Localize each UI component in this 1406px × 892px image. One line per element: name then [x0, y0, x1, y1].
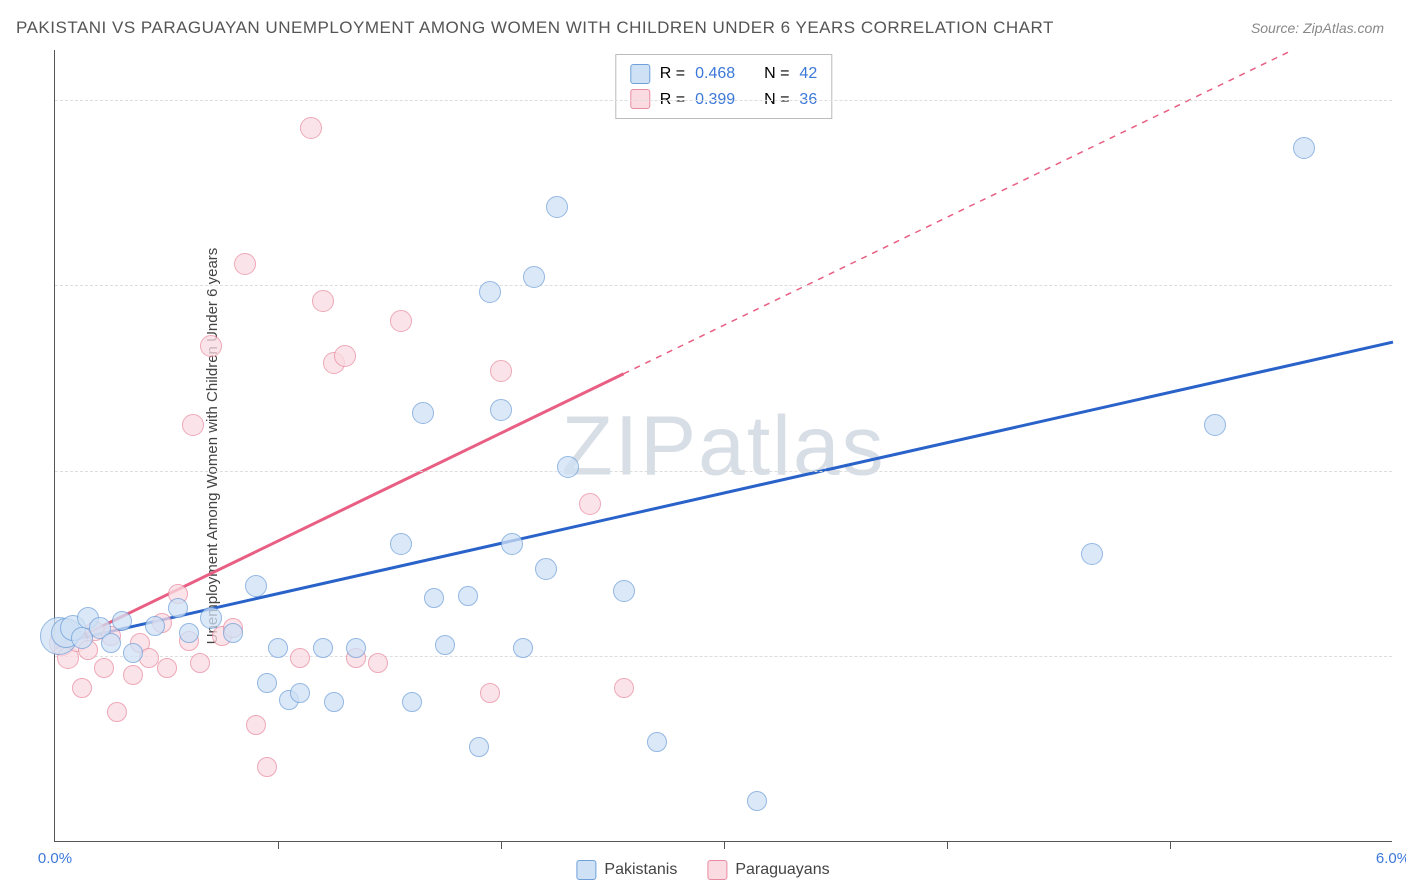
- trend-line: [55, 342, 1393, 644]
- data-point-pakistanis: [1293, 137, 1315, 159]
- n-label: N =: [764, 61, 789, 87]
- data-point-paraguayans: [123, 665, 143, 685]
- correlation-stats-box: R = 0.468 N = 42 R = 0.399 N = 36: [615, 54, 832, 119]
- data-point-paraguayans: [614, 678, 634, 698]
- legend-swatch-paraguayans: [707, 860, 727, 880]
- data-point-pakistanis: [523, 266, 545, 288]
- data-point-pakistanis: [546, 196, 568, 218]
- r-value-pakistanis: 0.468: [695, 61, 735, 87]
- data-point-pakistanis: [458, 586, 478, 606]
- data-point-pakistanis: [424, 588, 444, 608]
- data-point-paraguayans: [182, 414, 204, 436]
- data-point-pakistanis: [747, 791, 767, 811]
- data-point-pakistanis: [324, 692, 344, 712]
- swatch-pakistanis: [630, 64, 650, 84]
- data-point-pakistanis: [469, 737, 489, 757]
- data-point-paraguayans: [290, 648, 310, 668]
- data-point-pakistanis: [346, 638, 366, 658]
- gridline-horizontal: [55, 100, 1392, 101]
- legend: Pakistanis Paraguayans: [576, 860, 829, 880]
- data-point-paraguayans: [257, 757, 277, 777]
- data-point-paraguayans: [579, 493, 601, 515]
- chart-title: PAKISTANI VS PARAGUAYAN UNEMPLOYMENT AMO…: [16, 18, 1054, 38]
- data-point-pakistanis: [535, 558, 557, 580]
- data-point-pakistanis: [613, 580, 635, 602]
- y-tick-label: 22.5%: [1400, 277, 1406, 294]
- legend-swatch-pakistanis: [576, 860, 596, 880]
- data-point-pakistanis: [490, 399, 512, 421]
- gridline-horizontal: [55, 471, 1392, 472]
- legend-item-pakistanis: Pakistanis: [576, 860, 677, 880]
- data-point-pakistanis: [200, 607, 222, 629]
- y-tick-label: 30.0%: [1400, 91, 1406, 108]
- data-point-pakistanis: [145, 616, 165, 636]
- data-point-pakistanis: [1081, 543, 1103, 565]
- data-point-paraguayans: [312, 290, 334, 312]
- data-point-paraguayans: [334, 345, 356, 367]
- data-point-paraguayans: [94, 658, 114, 678]
- source-attribution: Source: ZipAtlas.com: [1251, 20, 1384, 36]
- data-point-pakistanis: [402, 692, 422, 712]
- data-point-pakistanis: [313, 638, 333, 658]
- data-point-paraguayans: [490, 360, 512, 382]
- data-point-paraguayans: [157, 658, 177, 678]
- data-point-paraguayans: [246, 715, 266, 735]
- data-point-pakistanis: [412, 402, 434, 424]
- data-point-paraguayans: [368, 653, 388, 673]
- data-point-paraguayans: [300, 117, 322, 139]
- data-point-paraguayans: [234, 253, 256, 275]
- x-tick: [724, 841, 725, 849]
- legend-item-paraguayans: Paraguayans: [707, 860, 829, 880]
- legend-label-pakistanis: Pakistanis: [604, 861, 677, 879]
- gridline-horizontal: [55, 656, 1392, 657]
- data-point-paraguayans: [200, 335, 222, 357]
- data-point-pakistanis: [513, 638, 533, 658]
- x-tick-label: 6.0%: [1376, 850, 1406, 867]
- legend-label-paraguayans: Paraguayans: [735, 861, 829, 879]
- data-point-pakistanis: [179, 623, 199, 643]
- data-point-paraguayans: [480, 683, 500, 703]
- data-point-pakistanis: [1204, 414, 1226, 436]
- x-tick: [1170, 841, 1171, 849]
- stats-row-pakistanis: R = 0.468 N = 42: [630, 61, 817, 87]
- data-point-pakistanis: [223, 623, 243, 643]
- data-point-paraguayans: [107, 702, 127, 722]
- x-tick: [278, 841, 279, 849]
- data-point-pakistanis: [390, 533, 412, 555]
- data-point-paraguayans: [390, 310, 412, 332]
- data-point-pakistanis: [257, 673, 277, 693]
- x-tick-label: 0.0%: [38, 850, 72, 867]
- data-point-pakistanis: [290, 683, 310, 703]
- data-point-paraguayans: [190, 653, 210, 673]
- data-point-pakistanis: [245, 575, 267, 597]
- y-tick-label: 7.5%: [1400, 648, 1406, 665]
- gridline-horizontal: [55, 285, 1392, 286]
- data-point-pakistanis: [112, 611, 132, 631]
- trend-line: [55, 374, 624, 649]
- y-tick-label: 15.0%: [1400, 462, 1406, 479]
- data-point-pakistanis: [501, 533, 523, 555]
- data-point-pakistanis: [557, 456, 579, 478]
- data-point-pakistanis: [479, 281, 501, 303]
- data-point-pakistanis: [123, 643, 143, 663]
- data-point-paraguayans: [72, 678, 92, 698]
- x-tick: [947, 841, 948, 849]
- x-tick: [501, 841, 502, 849]
- data-point-pakistanis: [168, 598, 188, 618]
- data-point-pakistanis: [101, 633, 121, 653]
- data-point-pakistanis: [268, 638, 288, 658]
- n-value-pakistanis: 42: [799, 61, 817, 87]
- data-point-pakistanis: [435, 635, 455, 655]
- r-label: R =: [660, 61, 685, 87]
- data-point-pakistanis: [647, 732, 667, 752]
- scatter-chart: ZIPatlas R = 0.468 N = 42 R = 0.399 N = …: [54, 50, 1392, 842]
